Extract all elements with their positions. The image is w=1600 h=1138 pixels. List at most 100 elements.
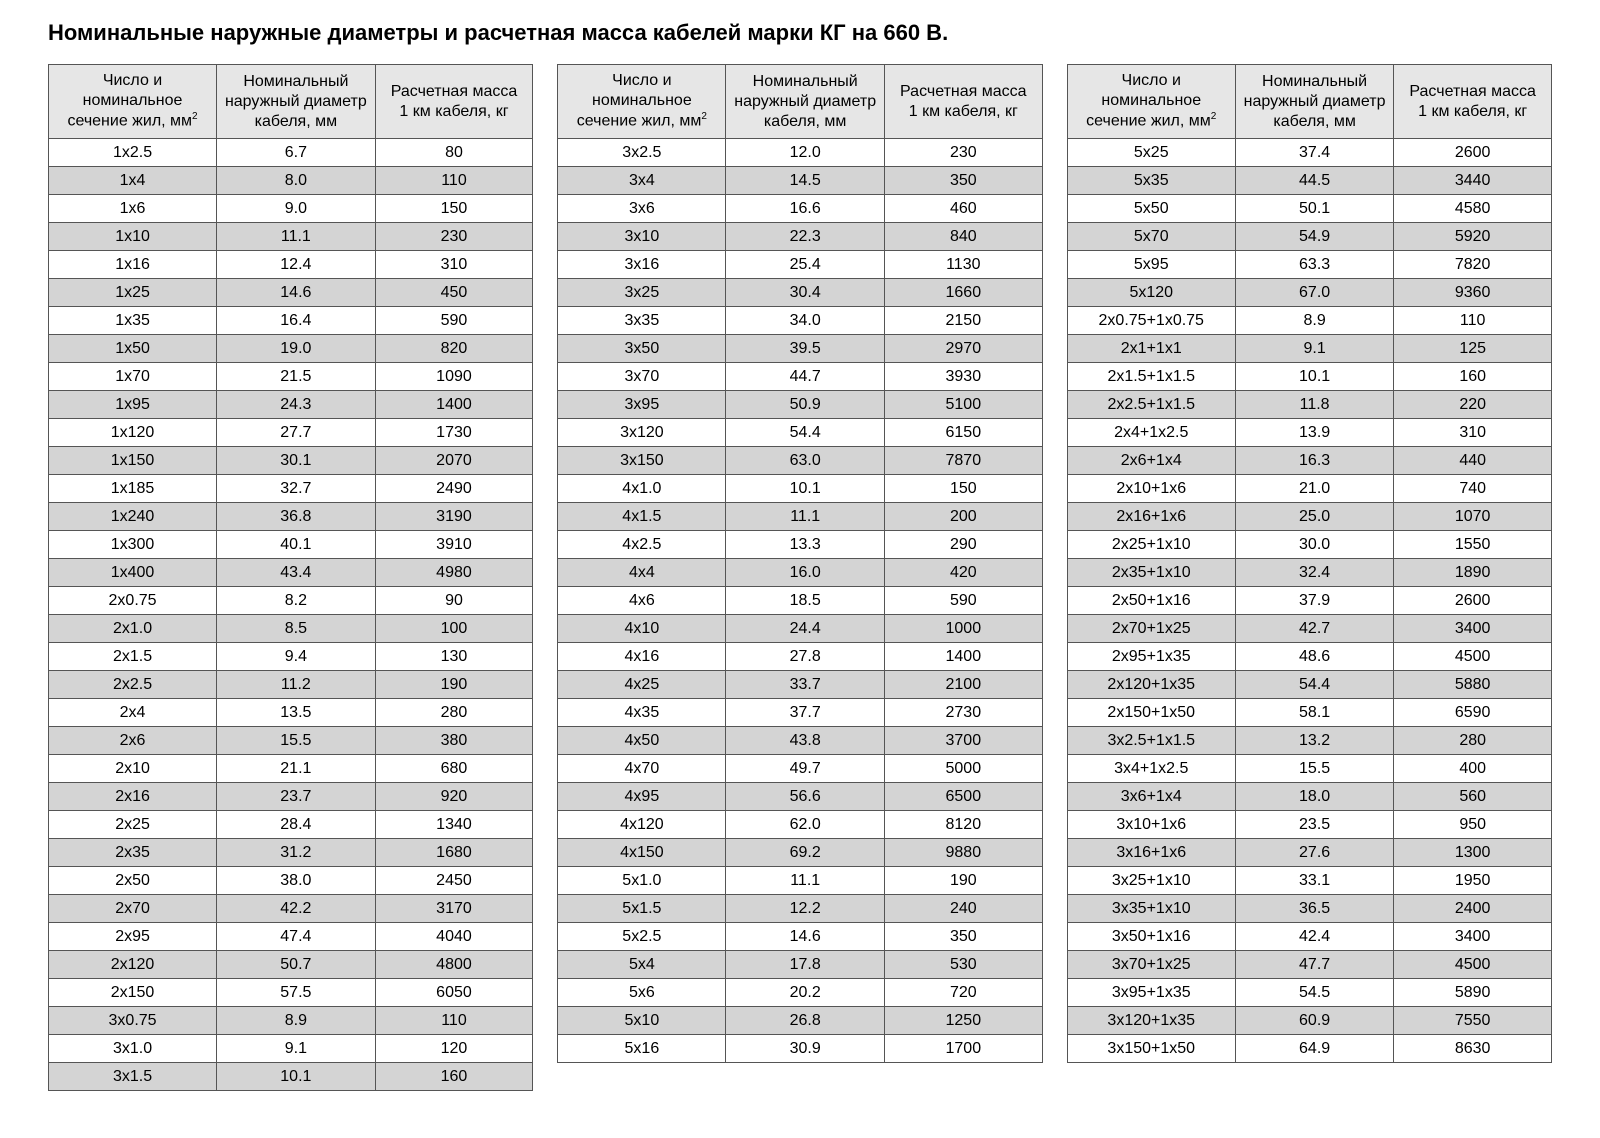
cell-section: 4x6 bbox=[558, 587, 726, 615]
cell-section: 2x1.5 bbox=[49, 643, 217, 671]
table-row: 2x0.75+1x0.758.9110 bbox=[1067, 307, 1551, 335]
cell-section: 3x16+1x6 bbox=[1067, 839, 1235, 867]
table-row: 2x1.5+1x1.510.1160 bbox=[1067, 363, 1551, 391]
cell-diameter: 8.9 bbox=[217, 1007, 376, 1035]
cell-diameter: 28.4 bbox=[217, 811, 376, 839]
cell-section: 1x70 bbox=[49, 363, 217, 391]
cell-diameter: 21.1 bbox=[217, 755, 376, 783]
cell-mass: 820 bbox=[375, 335, 533, 363]
header-text: Расчетная масса bbox=[391, 83, 518, 100]
cell-diameter: 11.2 bbox=[217, 671, 376, 699]
cell-diameter: 16.6 bbox=[726, 195, 885, 223]
cell-diameter: 9.0 bbox=[217, 195, 376, 223]
cell-mass: 150 bbox=[375, 195, 533, 223]
header-text: Число и bbox=[1122, 72, 1181, 89]
table-row: 2x1623.7920 bbox=[49, 783, 533, 811]
cell-section: 2x150 bbox=[49, 979, 217, 1007]
cell-section: 5x16 bbox=[558, 1035, 726, 1063]
cell-section: 3x25+1x10 bbox=[1067, 867, 1235, 895]
cell-mass: 9880 bbox=[884, 839, 1042, 867]
cell-section: 2x120+1x35 bbox=[1067, 671, 1235, 699]
cell-section: 4x4 bbox=[558, 559, 726, 587]
cell-section: 2x10 bbox=[49, 755, 217, 783]
cell-mass: 720 bbox=[884, 979, 1042, 1007]
cell-diameter: 8.5 bbox=[217, 615, 376, 643]
cell-mass: 5000 bbox=[884, 755, 1042, 783]
cell-mass: 280 bbox=[375, 699, 533, 727]
cell-mass: 1250 bbox=[884, 1007, 1042, 1035]
table-row: 1x12027.71730 bbox=[49, 419, 533, 447]
cell-diameter: 10.1 bbox=[217, 1063, 376, 1091]
cell-mass: 9360 bbox=[1394, 279, 1552, 307]
cell-diameter: 27.6 bbox=[1235, 839, 1394, 867]
cell-mass: 4980 bbox=[375, 559, 533, 587]
table-row: 4x1024.41000 bbox=[558, 615, 1042, 643]
cell-mass: 7870 bbox=[884, 447, 1042, 475]
cell-diameter: 69.2 bbox=[726, 839, 885, 867]
cell-diameter: 42.2 bbox=[217, 895, 376, 923]
cell-section: 2x4+1x2.5 bbox=[1067, 419, 1235, 447]
cell-diameter: 18.0 bbox=[1235, 783, 1394, 811]
cell-section: 2x25+1x10 bbox=[1067, 531, 1235, 559]
table-row: 1x18532.72490 bbox=[49, 475, 533, 503]
cell-mass: 4800 bbox=[375, 951, 533, 979]
table-row: 2x120+1x3554.45880 bbox=[1067, 671, 1551, 699]
cell-section: 3x16 bbox=[558, 251, 726, 279]
table-row: 4x15069.29880 bbox=[558, 839, 1042, 867]
table-row: 4x9556.66500 bbox=[558, 783, 1042, 811]
cell-mass: 2600 bbox=[1394, 139, 1552, 167]
table-row: 2x4+1x2.513.9310 bbox=[1067, 419, 1551, 447]
cell-mass: 240 bbox=[884, 895, 1042, 923]
cell-mass: 7820 bbox=[1394, 251, 1552, 279]
cell-mass: 1700 bbox=[884, 1035, 1042, 1063]
cell-section: 3x1.5 bbox=[49, 1063, 217, 1091]
cell-mass: 8630 bbox=[1394, 1035, 1552, 1063]
cell-section: 3x95 bbox=[558, 391, 726, 419]
cell-section: 2x95+1x35 bbox=[1067, 643, 1235, 671]
cell-diameter: 8.0 bbox=[217, 167, 376, 195]
cell-section: 2x16 bbox=[49, 783, 217, 811]
cell-section: 3x120+1x35 bbox=[1067, 1007, 1235, 1035]
cell-mass: 2490 bbox=[375, 475, 533, 503]
cell-section: 4x16 bbox=[558, 643, 726, 671]
cell-section: 2x6+1x4 bbox=[1067, 447, 1235, 475]
cell-diameter: 14.6 bbox=[726, 923, 885, 951]
table-row: 3x0.758.9110 bbox=[49, 1007, 533, 1035]
table-row: 3x50+1x1642.43400 bbox=[1067, 923, 1551, 951]
cable-table-2: Число иноминальноесечение жил, мм2Номина… bbox=[557, 64, 1042, 1063]
cell-diameter: 11.1 bbox=[217, 223, 376, 251]
cell-mass: 5100 bbox=[884, 391, 1042, 419]
cell-section: 1x50 bbox=[49, 335, 217, 363]
cell-section: 2x16+1x6 bbox=[1067, 503, 1235, 531]
cell-diameter: 50.1 bbox=[1235, 195, 1394, 223]
cell-diameter: 64.9 bbox=[1235, 1035, 1394, 1063]
cell-mass: 1950 bbox=[1394, 867, 1552, 895]
cell-mass: 6150 bbox=[884, 419, 1042, 447]
cell-diameter: 36.8 bbox=[217, 503, 376, 531]
cell-section: 1x150 bbox=[49, 447, 217, 475]
cell-diameter: 27.8 bbox=[726, 643, 885, 671]
table-row: 5x1630.91700 bbox=[558, 1035, 1042, 1063]
header-text: наружный диаметр bbox=[1244, 93, 1386, 110]
table-row: 2x12050.74800 bbox=[49, 951, 533, 979]
cell-diameter: 24.3 bbox=[217, 391, 376, 419]
cell-section: 5x4 bbox=[558, 951, 726, 979]
cell-diameter: 42.7 bbox=[1235, 615, 1394, 643]
cell-diameter: 10.1 bbox=[1235, 363, 1394, 391]
table-row: 5x1.512.2240 bbox=[558, 895, 1042, 923]
cell-diameter: 43.4 bbox=[217, 559, 376, 587]
cell-diameter: 17.8 bbox=[726, 951, 885, 979]
cell-mass: 590 bbox=[884, 587, 1042, 615]
cell-diameter: 31.2 bbox=[217, 839, 376, 867]
cell-section: 3x50 bbox=[558, 335, 726, 363]
cell-diameter: 10.1 bbox=[726, 475, 885, 503]
cell-section: 3x120 bbox=[558, 419, 726, 447]
table-row: 2x1.59.4130 bbox=[49, 643, 533, 671]
cell-mass: 120 bbox=[375, 1035, 533, 1063]
cell-section: 1x4 bbox=[49, 167, 217, 195]
table-row: 3x2530.41660 bbox=[558, 279, 1042, 307]
cell-diameter: 58.1 bbox=[1235, 699, 1394, 727]
cell-diameter: 30.1 bbox=[217, 447, 376, 475]
cell-section: 5x1.0 bbox=[558, 867, 726, 895]
table-row: 3x70+1x2547.74500 bbox=[1067, 951, 1551, 979]
